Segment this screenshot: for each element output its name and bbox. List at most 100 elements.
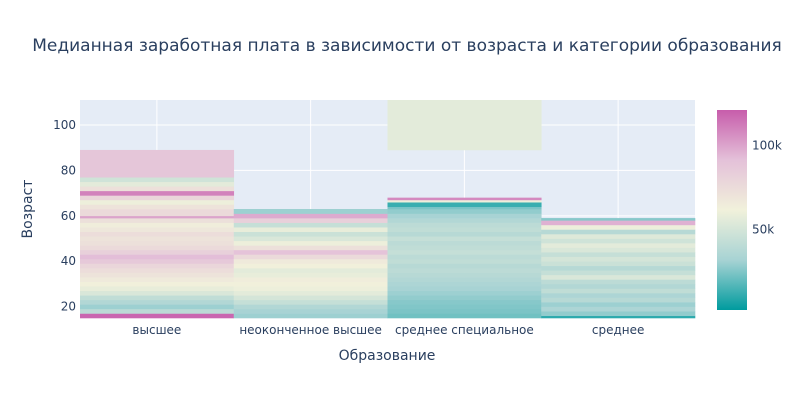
- heatmap-cell: [541, 252, 696, 257]
- heatmap-cell: [80, 236, 235, 242]
- x-axis-ticks: высшее неоконченное высшее среднее специал…: [132, 323, 644, 337]
- heatmap-cell: [80, 277, 235, 282]
- heatmap-cell: [80, 272, 235, 278]
- heatmap-cell: [541, 279, 696, 285]
- heatmap-cell: [80, 215, 235, 219]
- heatmap-cell: [80, 149, 235, 178]
- colorbar-tick-label: 50k: [752, 222, 774, 236]
- heatmap-cell: [387, 286, 542, 292]
- heatmap-cell: [541, 256, 696, 262]
- heatmap-cell: [541, 229, 696, 235]
- heatmap-cell: [541, 247, 696, 253]
- heatmap-cell: [233, 240, 388, 246]
- heatmap-cell: [387, 277, 542, 282]
- heatmap-cell: [80, 258, 235, 264]
- heatmap-cell: [233, 272, 388, 278]
- heatmap-cells: [80, 100, 696, 319]
- heatmap-cell: [541, 243, 696, 248]
- heatmap-cell: [233, 236, 388, 242]
- heatmap-cell: [233, 258, 388, 264]
- heatmap-cell: [233, 218, 388, 223]
- heatmap-cell: [387, 272, 542, 278]
- heatmap-cell: [80, 290, 235, 296]
- heatmap-cell: [80, 281, 235, 287]
- heatmap-cell: [541, 270, 696, 276]
- heatmap-cell: [387, 218, 542, 223]
- heatmap-cell: [80, 195, 235, 201]
- heatmap-cell: [387, 308, 542, 314]
- heatmap-cell: [387, 197, 542, 201]
- heatmap-cell: [80, 254, 235, 260]
- heatmap-cell: [387, 213, 542, 219]
- heatmap-cell: [233, 213, 388, 219]
- chart-title: Медианная заработная плата в зависимости…: [32, 36, 782, 56]
- heatmap-cell: [80, 308, 235, 314]
- heatmap-cell: [541, 265, 696, 271]
- heatmap-cell: [387, 202, 542, 208]
- y-tick-label: 60: [61, 209, 76, 223]
- heatmap-cell: [233, 277, 388, 282]
- heatmap-cell: [387, 313, 542, 319]
- y-axis-ticks: 20 40 60 80 100: [53, 118, 76, 314]
- heatmap-cell: [80, 304, 235, 310]
- heatmap-cell: [80, 218, 235, 223]
- heatmap-cell: [233, 299, 388, 305]
- heatmap-cell: [80, 177, 235, 183]
- heatmap-cell: [233, 249, 388, 255]
- heatmap-cell: [80, 186, 235, 192]
- heatmap-cell: [233, 222, 388, 228]
- heatmap-cell: [233, 286, 388, 292]
- heatmap-cell: [387, 263, 542, 269]
- heatmap-cell: [80, 268, 235, 273]
- heatmap-cell: [80, 199, 235, 205]
- heatmap-cell: [233, 281, 388, 287]
- colorbar-ticks: 50k 100k: [752, 138, 782, 236]
- colorbar-tick-label: 100k: [752, 138, 782, 152]
- heatmap-cell: [387, 281, 542, 287]
- y-tick-label: 40: [61, 254, 76, 268]
- heatmap-cell: [233, 290, 388, 296]
- heatmap-cell: [387, 268, 542, 273]
- y-tick-label: 80: [61, 163, 76, 177]
- heatmap-cell: [541, 315, 696, 319]
- heatmap-cell: [387, 249, 542, 255]
- heatmap-cell: [80, 245, 235, 251]
- heatmap-cell: [387, 206, 542, 210]
- colorbar: [717, 110, 747, 310]
- heatmap-cell: [80, 231, 235, 237]
- heatmap-cell: [233, 263, 388, 269]
- heatmap-cell: [387, 295, 542, 301]
- heatmap-cell: [541, 233, 696, 239]
- x-tick-label: среднее специальное: [395, 323, 534, 337]
- heatmap-cell: [387, 236, 542, 242]
- heatmap-cell: [541, 293, 696, 298]
- heatmap-cell: [233, 295, 388, 301]
- heatmap-cell: [387, 227, 542, 233]
- heatmap-cell: [80, 249, 235, 255]
- x-tick-label: неоконченное высшее: [239, 323, 382, 337]
- heatmap-cell: [80, 313, 235, 319]
- heatmap-cell: [80, 240, 235, 246]
- heatmap-cell: [541, 238, 696, 244]
- heatmap-cell: [541, 283, 696, 289]
- heatmap-cell: [233, 313, 388, 319]
- heatmap-cell: [387, 304, 542, 310]
- heatmap-cell: [541, 274, 696, 280]
- heatmap-cell: [233, 245, 388, 251]
- heatmap-cell: [541, 261, 696, 267]
- heatmap-cell: [541, 288, 696, 294]
- heatmap-cell: [233, 231, 388, 237]
- heatmap-cell: [541, 306, 696, 312]
- heatmap-cell: [387, 254, 542, 260]
- heatmap-cell: [541, 224, 696, 230]
- heatmap-cell: [80, 295, 235, 301]
- heatmap-cell: [387, 100, 542, 151]
- heatmap-cell: [80, 299, 235, 305]
- heatmap-cell: [541, 218, 696, 221]
- x-axis-label: Образование: [339, 348, 436, 364]
- heatmap-cell: [233, 268, 388, 273]
- y-tick-label: 20: [61, 300, 76, 314]
- x-tick-label: среднее: [592, 323, 645, 337]
- heatmap-cell: [387, 240, 542, 246]
